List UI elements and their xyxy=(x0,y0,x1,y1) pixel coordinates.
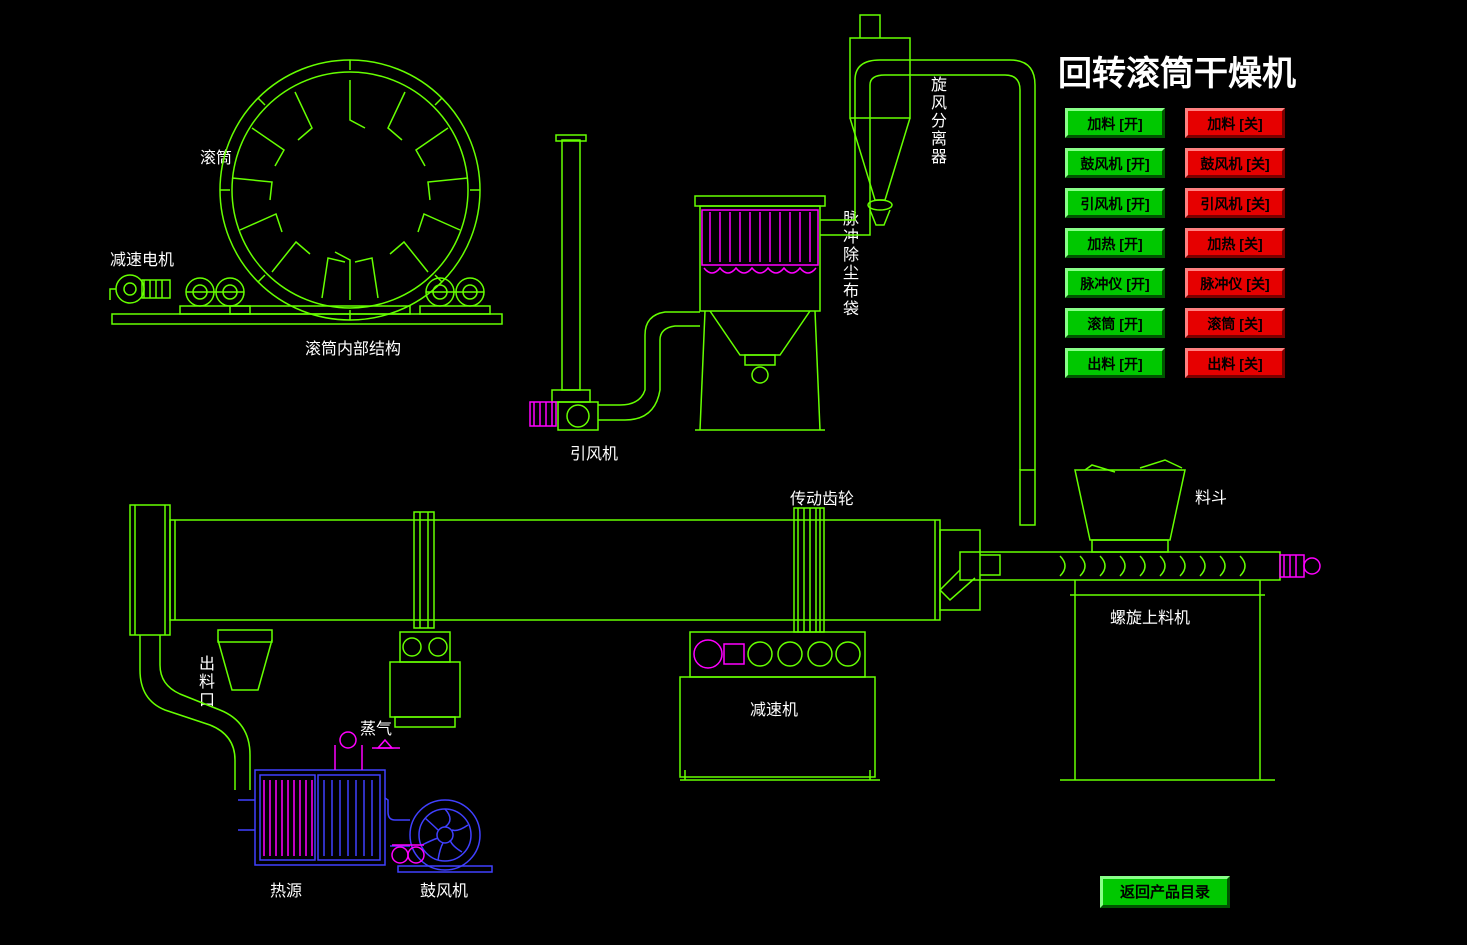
process-diagram xyxy=(0,0,1467,945)
